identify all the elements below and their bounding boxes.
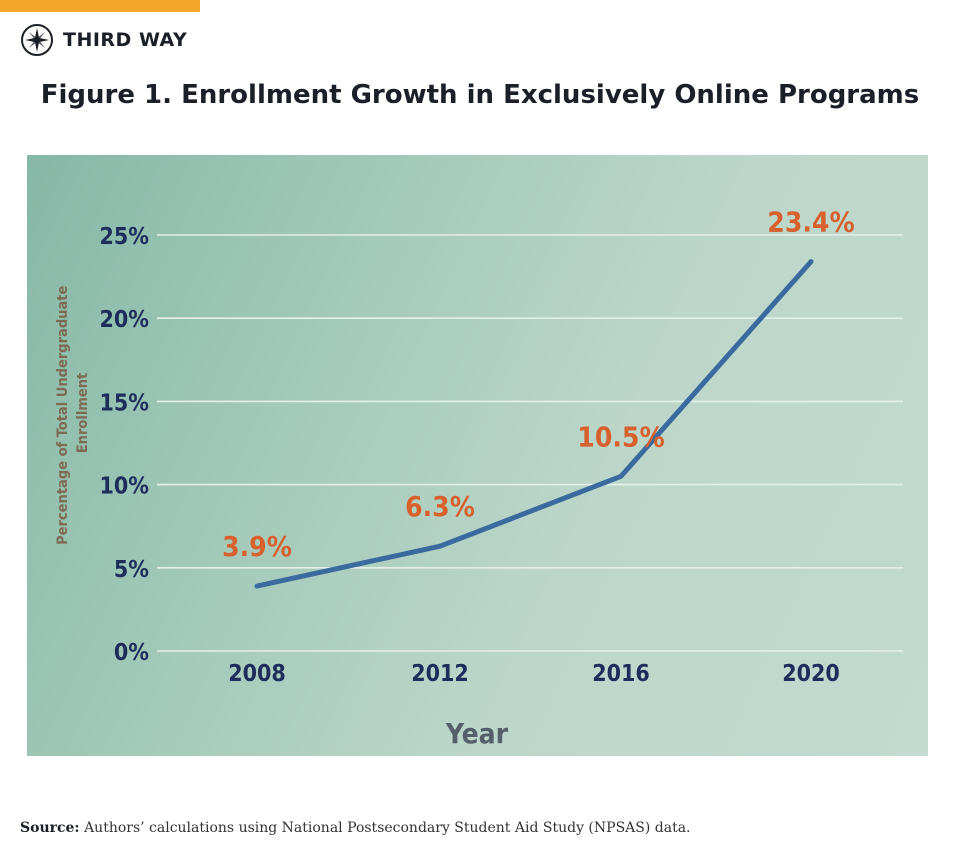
y-axis-title-line-1: Percentage of Total Undergraduate — [55, 286, 71, 545]
y-tick-label: 25% — [99, 224, 149, 250]
data-labels: 3.9% 6.3% 10.5% 23.4% — [222, 206, 855, 563]
source-label: Source: — [20, 820, 80, 836]
figure-title: Figure 1. Enrollment Growth in Exclusive… — [40, 80, 920, 110]
x-axis-ticks: 2008 2012 2016 2020 — [228, 661, 840, 687]
y-tick-label: 5% — [114, 557, 149, 583]
x-tick-label: 2012 — [411, 661, 469, 687]
data-label: 23.4% — [767, 206, 854, 239]
grid-lines — [157, 234, 903, 652]
top-accent-bar — [0, 0, 200, 12]
series-line-enrollment — [254, 259, 814, 589]
y-axis-title-line-2: Enrollment — [75, 373, 91, 454]
x-axis-title: Year — [445, 717, 509, 750]
x-tick-label: 2008 — [228, 661, 286, 687]
data-label: 6.3% — [405, 490, 475, 523]
y-tick-label: 15% — [99, 390, 149, 416]
data-label: 10.5% — [577, 420, 664, 453]
line-chart: 0% 5% 10% 15% 20% 25% 2008 2012 2016 2020 3.9% 6.… — [55, 206, 903, 750]
y-tick-label: 10% — [99, 474, 149, 500]
source-note: Source: Authors’ calculations using Nati… — [20, 820, 691, 836]
brand-header: THIRD WAY — [20, 22, 187, 58]
x-tick-label: 2016 — [592, 661, 650, 687]
compass-icon — [21, 24, 53, 56]
source-text: Authors’ calculations using National Pos… — [84, 820, 691, 836]
y-axis-ticks: 0% 5% 10% 15% 20% 25% — [99, 224, 149, 666]
y-tick-label: 0% — [114, 640, 149, 666]
data-label: 3.9% — [222, 530, 292, 563]
y-tick-label: 20% — [99, 307, 149, 333]
y-axis-title: Percentage of Total Undergraduate Enroll… — [55, 281, 91, 545]
x-tick-label: 2020 — [782, 661, 840, 687]
chart-panel: 0% 5% 10% 15% 20% 25% 2008 2012 2016 2020 3.9% 6.… — [27, 155, 928, 756]
brand-name: THIRD WAY — [63, 29, 188, 51]
